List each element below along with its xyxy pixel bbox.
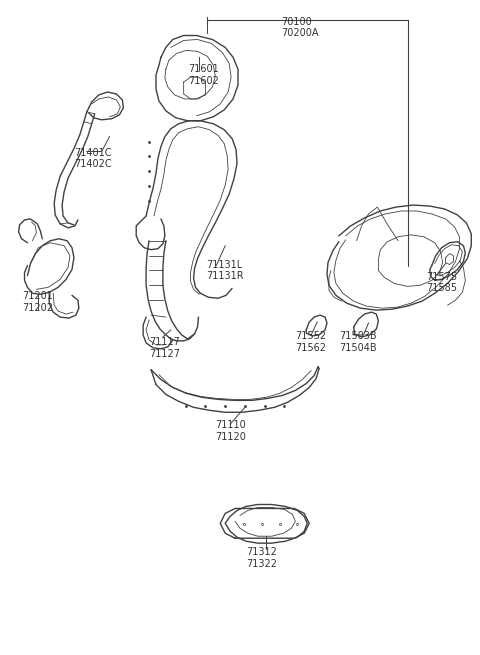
Text: 71201
71202: 71201 71202	[23, 291, 54, 313]
Text: 71575
71585: 71575 71585	[426, 272, 457, 293]
Text: 71503B
71504B: 71503B 71504B	[339, 331, 376, 352]
Text: 71552
71562: 71552 71562	[295, 331, 326, 352]
Text: 71117
71127: 71117 71127	[149, 337, 180, 359]
Text: 71401C
71402C: 71401C 71402C	[74, 147, 111, 169]
Text: 70100
70200A: 70100 70200A	[281, 17, 319, 39]
Text: 71312
71322: 71312 71322	[246, 547, 277, 569]
Text: 71110
71120: 71110 71120	[216, 421, 246, 442]
Text: 71601
71602: 71601 71602	[189, 64, 219, 86]
Text: 71131L
71131R: 71131L 71131R	[206, 259, 244, 281]
